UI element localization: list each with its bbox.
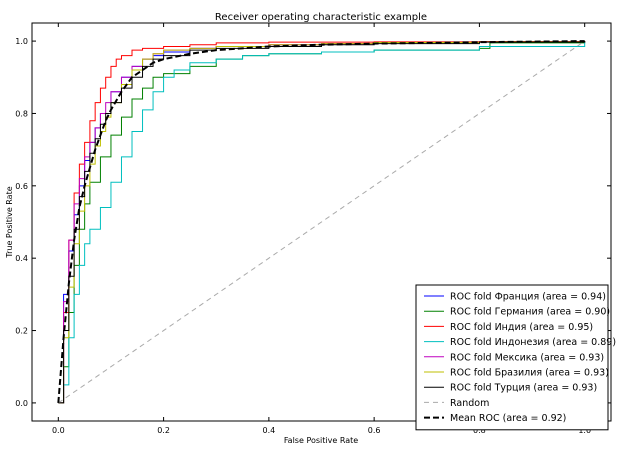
y-tick-label: 1.0 [15, 37, 28, 46]
legend-label: ROC fold Турция (area = 0.93) [450, 383, 597, 394]
x-tick-label: 0.0 [52, 426, 65, 435]
y-tick-label: 0.6 [15, 182, 28, 191]
y-tick-label: 0.4 [15, 254, 28, 263]
y-tick-label: 0.2 [15, 327, 28, 336]
series-line-3 [58, 41, 586, 404]
legend-label: Random [450, 398, 489, 409]
legend-label: ROC fold Индонезия (area = 0.89) [450, 337, 616, 348]
legend-label: ROC fold Франция (area = 0.94) [450, 292, 606, 303]
x-tick-label: 0.8 [473, 426, 486, 435]
y-tick-label: 0.8 [15, 109, 28, 118]
series-line-7 [58, 40, 585, 404]
legend: ROC fold Франция (area = 0.94) ROC fold Г… [415, 284, 616, 431]
x-tick-label: 0.2 [157, 426, 170, 435]
plot-frame [31, 22, 612, 422]
x-axis-title: False Positive Rate [284, 436, 358, 445]
legend-label: ROC fold Германия (area = 0.90) [450, 307, 610, 318]
series-layer [57, 40, 586, 404]
y-axis-title: True Positive Rate [5, 186, 14, 258]
y-tick-label: 0.0 [15, 399, 28, 408]
chart-title: Receiver operating characteristic exampl… [215, 12, 427, 23]
legend-label: Mean ROC (area = 0.92) [450, 413, 566, 424]
series-line-8 [57, 40, 585, 403]
legend-label: ROC fold Мексика (area = 0.93) [450, 352, 604, 363]
x-tick-label: 0.4 [262, 426, 275, 435]
series-line-6 [58, 41, 586, 404]
x-tick-label: 1.0 [578, 426, 591, 435]
legend-label: ROC fold Индия (area = 0.95) [450, 322, 593, 333]
x-tick-label: 0.6 [368, 426, 381, 435]
legend-label: ROC fold Бразилия (area = 0.93) [450, 368, 609, 379]
legend-box [415, 284, 609, 431]
